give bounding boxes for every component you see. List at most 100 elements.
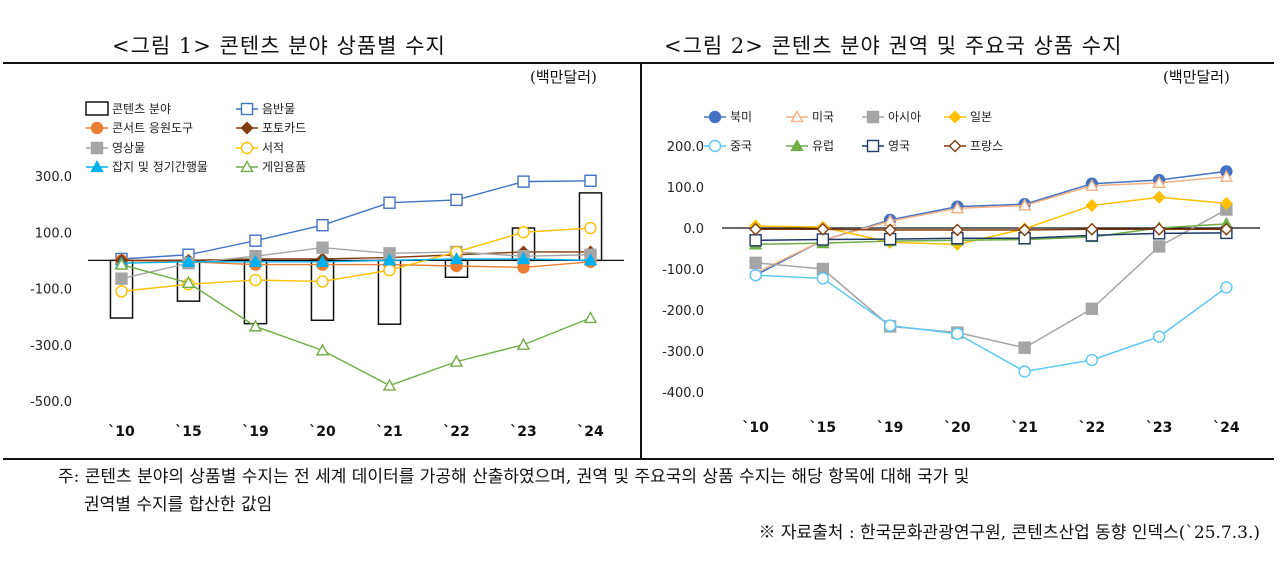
- chart2-point: [1085, 302, 1099, 315]
- chart1-ytick: -300.0: [30, 339, 72, 354]
- chart2-point: [1018, 223, 1032, 237]
- chart1-xtick: `24: [577, 424, 604, 440]
- chart2-point: [1219, 196, 1233, 210]
- chart2-line-series-4: [755, 274, 1227, 373]
- chart2-legend-label: 일본: [970, 110, 992, 124]
- chart2-legend-marker: [948, 139, 962, 153]
- chart1-legend-label: 잡지 및 정기간행물: [112, 159, 208, 174]
- chart2-xtick: `21: [1011, 420, 1037, 436]
- chart1-xtick: `21: [376, 424, 402, 440]
- chart2-point: [1152, 222, 1166, 236]
- source-note: ※ 자료출처 : 한국문화관광연구원, 콘텐츠산업 동향 인덱스(`25.7.3…: [758, 523, 1260, 543]
- chart2-point: [1018, 365, 1031, 378]
- chart2-xtick: `23: [1146, 420, 1172, 436]
- chart1-legend-marker: [90, 160, 104, 173]
- chart2-xtick: `20: [944, 420, 971, 436]
- panel-divider: [640, 64, 642, 458]
- chart1-point: [181, 275, 196, 288]
- chart2-point: [816, 272, 830, 285]
- chart1-point: [248, 254, 263, 267]
- chart1-point: [382, 378, 397, 391]
- chart1-point: [449, 252, 464, 265]
- chart2-xtick: `10: [742, 420, 769, 436]
- chart2-xtick: `22: [1079, 420, 1105, 436]
- chart1-line-series-5: [121, 258, 591, 264]
- chart2-ytick: -300.0: [662, 345, 704, 360]
- chart1-legend-marker: [240, 141, 254, 155]
- chart1-line-series-0: [121, 180, 591, 260]
- footnote-line-1: 주: 콘텐츠 분야의 상품별 수지는 전 세계 데이터를 가공해 산출하였으며,…: [58, 467, 970, 487]
- chart1-xtick: `23: [510, 424, 536, 440]
- chart1-legend-label: 게임용품: [262, 160, 306, 174]
- chart2-point: [1152, 240, 1166, 253]
- footnote-line-2: 권역별 수지를 합산한 값임: [84, 495, 273, 515]
- chart1-xtick: `20: [309, 424, 336, 440]
- chart1-legend-label: 서적: [262, 141, 284, 155]
- chart1-legend-marker: [90, 141, 104, 155]
- chart2-legend-label: 북미: [730, 110, 752, 124]
- chart2-legend-label: 아시아: [888, 110, 921, 124]
- chart1-point: [517, 226, 530, 239]
- chart2-point: [816, 222, 830, 236]
- chart1-point: [583, 253, 598, 266]
- chart2-legend-label: 중국: [730, 139, 752, 153]
- chart2-xtick: `19: [877, 420, 903, 436]
- chart1-point: [115, 285, 128, 298]
- chart2-point: [1219, 169, 1234, 182]
- chart1-legend-marker: [240, 102, 254, 116]
- chart2-point: [1152, 190, 1166, 204]
- chart1-xtick: `22: [443, 424, 469, 440]
- chart2-legend-marker: [708, 139, 722, 153]
- chart1-legend-key: [85, 101, 109, 116]
- chart2-point: [883, 319, 897, 332]
- chart2-point: [951, 327, 964, 340]
- chart2-point: [950, 201, 965, 214]
- chart2-xtick: `15: [810, 420, 836, 436]
- chart1-legend-label: 콘텐츠 분야: [112, 102, 171, 116]
- chart2-point: [749, 268, 762, 282]
- chart2-ytick: 100.0: [667, 181, 704, 196]
- chart1-point: [316, 241, 329, 254]
- chart1-point: [516, 337, 531, 350]
- chart1-point: [248, 319, 263, 332]
- chart1-point: [114, 257, 129, 270]
- chart2-point: [1152, 330, 1166, 343]
- chart1-point: [449, 354, 464, 367]
- chart2-legend-label: 유럽: [812, 139, 834, 153]
- chart2-point: [749, 234, 762, 247]
- chart2-point: [883, 223, 897, 237]
- chart2-point: [749, 222, 763, 236]
- chart2-line-series-2: [755, 208, 1227, 349]
- chart1-point: [316, 275, 329, 288]
- chart2-ytick: -400.0: [662, 386, 704, 401]
- footnote: 주: 콘텐츠 분야의 상품별 수지는 전 세계 데이터를 가공해 산출하였으며,…: [58, 463, 1268, 519]
- chart1-point: [181, 254, 196, 267]
- chart2-point: [1085, 353, 1099, 367]
- chart1-legend-label: 음반물: [262, 102, 295, 116]
- chart1-point: [517, 175, 530, 188]
- chart2-point: [1085, 222, 1099, 236]
- chart1-legend-label: 콘서트 응원도구: [112, 121, 193, 135]
- chart1-legend-label: 포토카드: [262, 121, 306, 135]
- figure-1-title: <그림 1> 콘텐츠 분야 상품별 수지: [112, 34, 446, 58]
- chart2-point: [1219, 222, 1233, 236]
- chart1-point: [383, 196, 396, 209]
- chart2-legend-marker: [790, 110, 804, 123]
- chart1-point: [450, 193, 463, 207]
- chart1-point: [382, 253, 397, 266]
- chart2-legend-marker: [866, 110, 880, 124]
- chart2-legend-marker: [948, 110, 962, 124]
- chart2-point: [950, 223, 964, 237]
- chart2-ytick: 0.0: [683, 222, 704, 237]
- bottom-rule: [3, 458, 1274, 460]
- chart1-line-series-2: [121, 251, 591, 262]
- chart1-unit-label: (백만달러): [530, 68, 597, 86]
- chart1-ytick: 300.0: [35, 170, 72, 185]
- chart1-line-series-4: [121, 227, 591, 293]
- chart2-line-series-7: [755, 228, 1227, 231]
- chart1-point: [316, 219, 329, 232]
- chart-2: 200.0 100.0 0.0 -100.0 -200.0 -300.0 -400.0 `10…: [662, 110, 1260, 436]
- chart2-point: [1152, 175, 1166, 189]
- chart1-line-series-6: [121, 263, 591, 387]
- chart-1: 300.0 100.0 -100.0 -300.0 -500.0 `10 `15 `19 `20…: [30, 101, 624, 440]
